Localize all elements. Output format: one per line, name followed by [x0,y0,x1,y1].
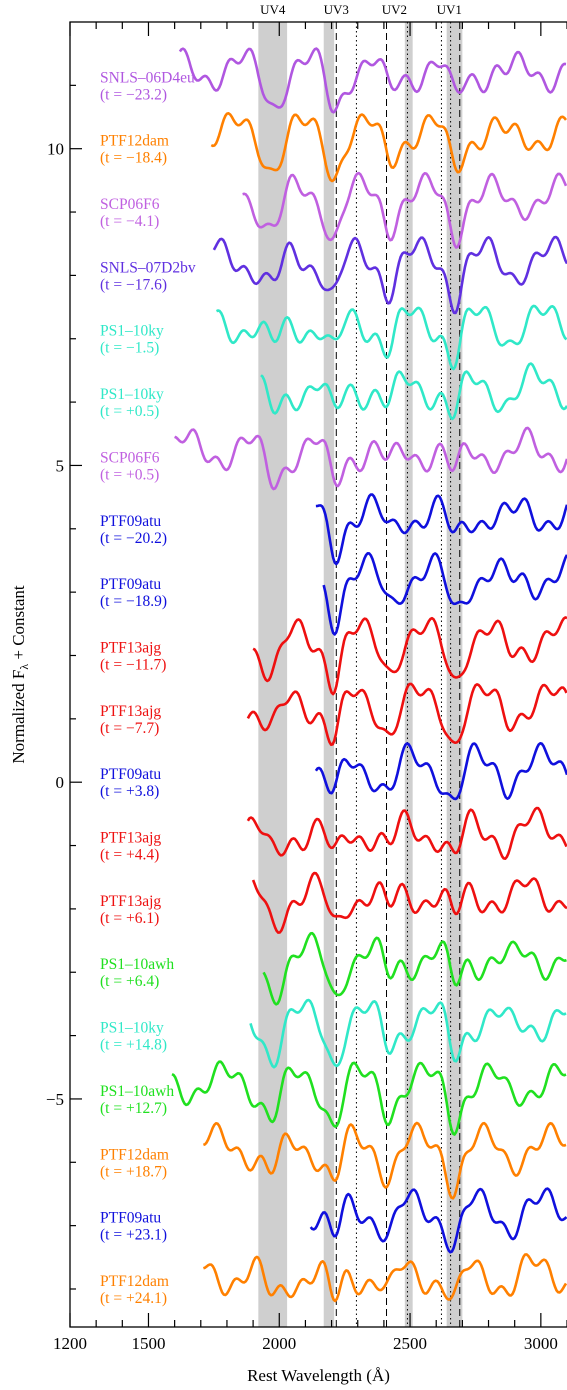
series-name-label: PTF09atu [100,766,161,783]
series-epoch-label: (t = −18.4) [100,150,167,167]
plot-border [69,21,567,1328]
series-name-label: PTF12dam [100,1273,169,1290]
series-name-label: SNLS–07D2bv [100,259,196,276]
spectrum-17 [171,1060,567,1136]
series-epoch-label: (t = −18.9) [100,593,167,610]
spectrum-4 [212,235,567,315]
series-epoch-label: (t = −4.1) [100,213,159,230]
series-name-label: PS1–10ky [100,323,164,340]
series-epoch-label: (t = +6.1) [100,910,159,927]
spectrum-16 [249,998,567,1069]
uv-band-3 [404,22,413,1327]
y-tick-label: 10 [47,140,64,159]
series-epoch-label: (t = −7.7) [100,720,159,737]
series-epoch-label: (t = −11.7) [100,656,166,673]
spectrum-6 [260,362,567,421]
series-name-label: PTF13ajg [100,893,161,910]
y-axis-label-rest: + Constant [9,585,28,664]
uv-band-names: UV4 UV3 UV2 UV1 [260,2,462,17]
series-name-label: PTF09atu [100,513,161,530]
x-tick-label: 1200 [53,1334,87,1353]
spectra-series [171,47,567,1303]
spectrum-18 [202,1121,567,1200]
series-name-label: PS1–10awh [100,1083,174,1100]
uv-band-shading [258,22,463,1327]
uv-band-name: UV1 [437,2,462,17]
x-axis-label: Rest Wavelength (Å) [247,1366,390,1385]
series-epoch-label: (t = +6.4) [100,973,159,990]
spectrum-13 [246,806,567,860]
y-axis-label-subscript: λ [17,664,31,670]
series-name-label: SCP06F6 [100,449,160,466]
spectrum-2 [210,112,567,183]
spectrum-9 [322,552,567,636]
series-name-label: PS1–10awh [100,956,174,973]
series-epoch-label: (t = +4.4) [100,847,159,864]
x-tick-label: 2500 [393,1334,427,1353]
spectrum-20 [203,1253,567,1303]
spectrum-12 [314,742,567,801]
series-epoch-label: (t = −1.5) [100,340,159,357]
series-name-label: PTF13ajg [100,830,161,847]
y-tick-label: 0 [56,773,65,792]
series-epoch-label: (t = +24.1) [100,1290,167,1307]
y-axis-label-main: Normalized F [9,670,28,764]
y-axis-label: Normalized Fλ + Constant [9,585,31,764]
series-labels: SNLS–06D4eu(t = −23.2)PTF12dam(t = −18.4… [100,69,196,1307]
series-name-label: PTF09atu [100,576,161,593]
spectrum-5 [215,304,567,371]
series-name-label: PTF13ajg [100,639,161,656]
series-epoch-label: (t = −23.2) [100,86,167,103]
y-tick-label: −5 [46,1090,64,1109]
spectrum-1 [178,47,567,114]
spectrum-19 [309,1187,567,1254]
spectrum-10 [252,616,567,696]
uv-band-name: UV2 [382,2,407,17]
series-epoch-label: (t = +23.1) [100,1227,167,1244]
x-tick-label: 1500 [131,1334,165,1353]
uv-band-name: UV3 [324,2,349,17]
series-epoch-label: (t = +12.7) [100,1100,167,1117]
uv-band-2 [323,22,335,1327]
series-name-label: SNLS–06D4eu [100,69,195,86]
plot-frame [69,21,567,1328]
axis-ticks: 10 5 0 −5 1200 1500 2000 2500 3000 [46,22,567,1353]
series-epoch-label: (t = +0.5) [100,403,159,420]
spectrum-8 [315,493,567,566]
spectrum-7 [174,426,567,491]
series-name-label: PTF12dam [100,133,169,150]
spectrum-15 [262,931,567,1006]
x-tick-label: 2000 [262,1334,296,1353]
x-tick-label: 3000 [524,1334,558,1353]
series-epoch-label: (t = −20.2) [100,530,167,547]
spectrum-3 [242,171,567,249]
series-epoch-label: (t = +14.8) [100,1037,167,1054]
series-name-label: PS1–10ky [100,1020,164,1037]
series-epoch-label: (t = +0.5) [100,466,159,483]
series-name-label: PTF09atu [100,1210,161,1227]
series-epoch-label: (t = −17.6) [100,276,167,293]
spectrum-14 [251,871,567,934]
series-name-label: SCP06F6 [100,196,160,213]
y-tick-label: 5 [56,456,65,475]
series-name-label: PTF13ajg [100,703,161,720]
spectrum-11 [246,682,567,746]
series-name-label: PS1–10ky [100,386,164,403]
series-epoch-label: (t = +3.8) [100,783,159,800]
series-name-label: PTF12dam [100,1146,169,1163]
uv-band-name: UV4 [260,2,286,17]
series-epoch-label: (t = +18.7) [100,1163,167,1180]
